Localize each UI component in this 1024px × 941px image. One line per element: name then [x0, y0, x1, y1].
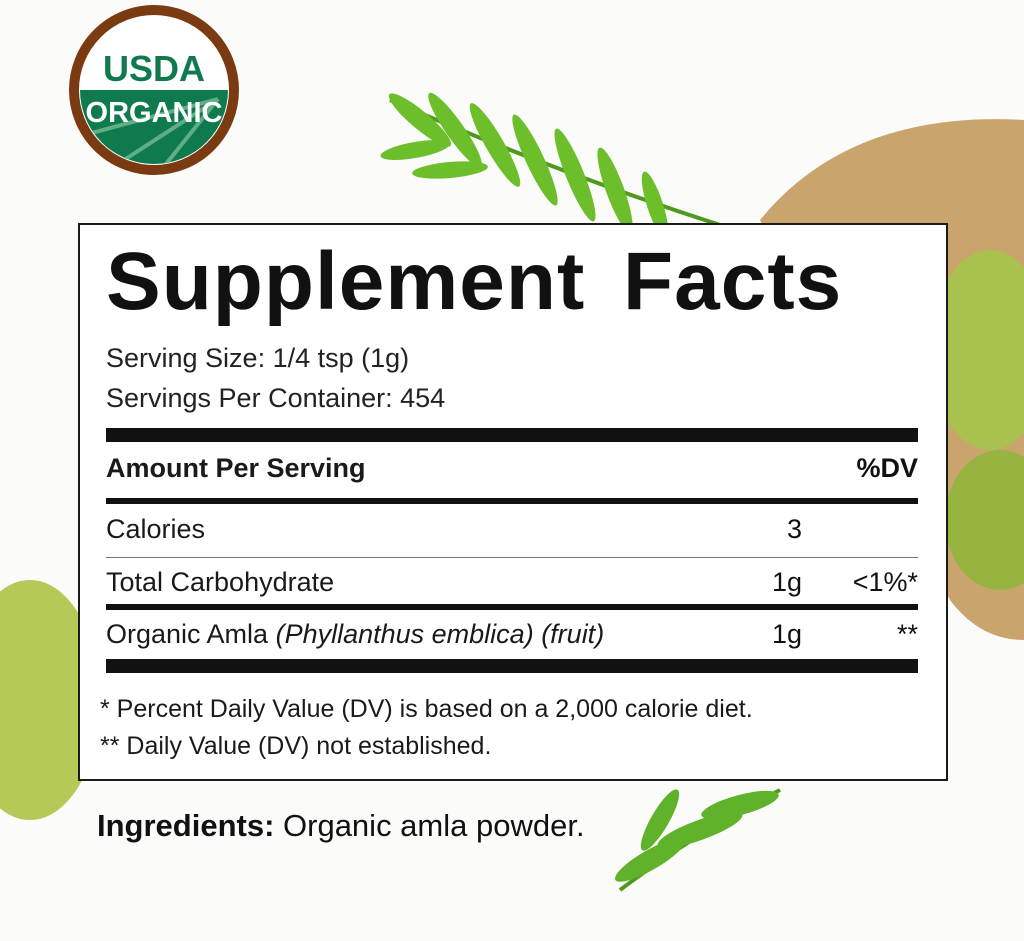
divider-thin [106, 557, 918, 558]
amla-fruit-image [930, 250, 1024, 450]
divider [106, 604, 918, 610]
footnote: ** Daily Value (DV) not established. [100, 732, 492, 760]
usda-organic-logo: USDA ORGANIC [68, 4, 240, 176]
row-name-latin: (Phyllanthus emblica) (fruit) [275, 619, 605, 649]
row-name-text: Organic Amla [106, 619, 276, 649]
svg-text:USDA: USDA [103, 48, 205, 89]
row-dv: <1%* [852, 567, 918, 597]
amla-fruit-image [0, 580, 100, 820]
ingredients: Ingredients: Organic amla powder. [97, 808, 585, 844]
row-dv: ** [896, 619, 918, 649]
row-name: Organic Amla (Phyllanthus emblica) (frui… [106, 619, 604, 650]
facts-title: Supplement Facts [106, 236, 843, 327]
amla-fruit-image [945, 450, 1024, 590]
row-amount: 1g [771, 567, 802, 597]
servings-per-container: Servings Per Container: 454 [106, 383, 446, 413]
leaf-icon [380, 92, 721, 239]
divider-thick [106, 659, 918, 673]
dv-header: %DV [856, 453, 918, 483]
ingredients-label: Ingredients: [97, 808, 275, 843]
divider [106, 498, 918, 504]
footnote: * Percent Daily Value (DV) is based on a… [100, 695, 753, 723]
amount-per-serving-header: Amount Per Serving [106, 453, 366, 483]
row-amount: 3 [786, 514, 802, 544]
divider-thick [106, 428, 918, 442]
row-amount: 1g [771, 619, 802, 649]
supplement-facts-panel: Supplement Facts Serving Size: 1/4 tsp (… [78, 223, 948, 781]
svg-text:ORGANIC: ORGANIC [86, 97, 223, 129]
ingredients-text: Organic amla powder. [274, 808, 585, 843]
row-name: Calories [106, 514, 206, 544]
serving-size: Serving Size: 1/4 tsp (1g) [106, 343, 410, 373]
row-name: Total Carbohydrate [106, 567, 335, 597]
leaf-icon [615, 788, 781, 892]
